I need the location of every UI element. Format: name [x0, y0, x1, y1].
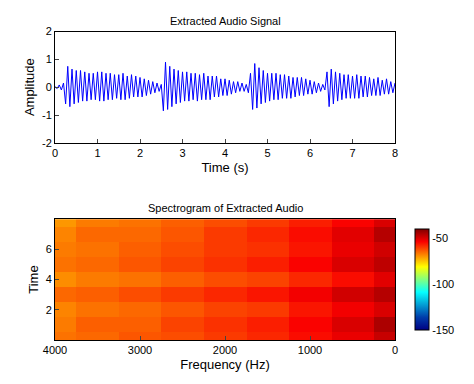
svg-text:4000: 4000: [43, 344, 67, 356]
svg-text:Spectrogram of Extracted Audio: Spectrogram of Extracted Audio: [148, 202, 303, 214]
svg-text:6: 6: [46, 243, 52, 255]
svg-text:0: 0: [46, 81, 52, 93]
svg-text:3: 3: [179, 147, 185, 159]
svg-text:4: 4: [46, 273, 52, 285]
svg-text:2: 2: [46, 25, 52, 37]
svg-text:-50: -50: [432, 232, 448, 244]
svg-text:2000: 2000: [213, 344, 237, 356]
svg-text:2: 2: [137, 147, 143, 159]
svg-text:Time: Time: [26, 265, 41, 293]
svg-text:-2: -2: [42, 137, 52, 149]
svg-text:1000: 1000: [298, 344, 322, 356]
svg-text:-150: -150: [432, 324, 454, 336]
svg-text:7: 7: [349, 147, 355, 159]
svg-text:1: 1: [46, 53, 52, 65]
svg-text:-1: -1: [42, 109, 52, 121]
svg-text:3000: 3000: [128, 344, 152, 356]
svg-text:1: 1: [94, 147, 100, 159]
svg-text:4: 4: [222, 147, 228, 159]
svg-text:Frequency (Hz): Frequency (Hz): [180, 357, 270, 372]
svg-text:Time (s): Time (s): [201, 160, 248, 175]
svg-text:0: 0: [52, 147, 58, 159]
svg-text:2: 2: [46, 304, 52, 316]
svg-text:5: 5: [264, 147, 270, 159]
svg-text:6: 6: [307, 147, 313, 159]
svg-text:Amplitude: Amplitude: [22, 58, 37, 116]
svg-text:0: 0: [392, 344, 398, 356]
svg-text:8: 8: [392, 147, 398, 159]
svg-text:-100: -100: [432, 278, 454, 290]
svg-text:Extracted Audio Signal: Extracted Audio Signal: [170, 15, 281, 27]
